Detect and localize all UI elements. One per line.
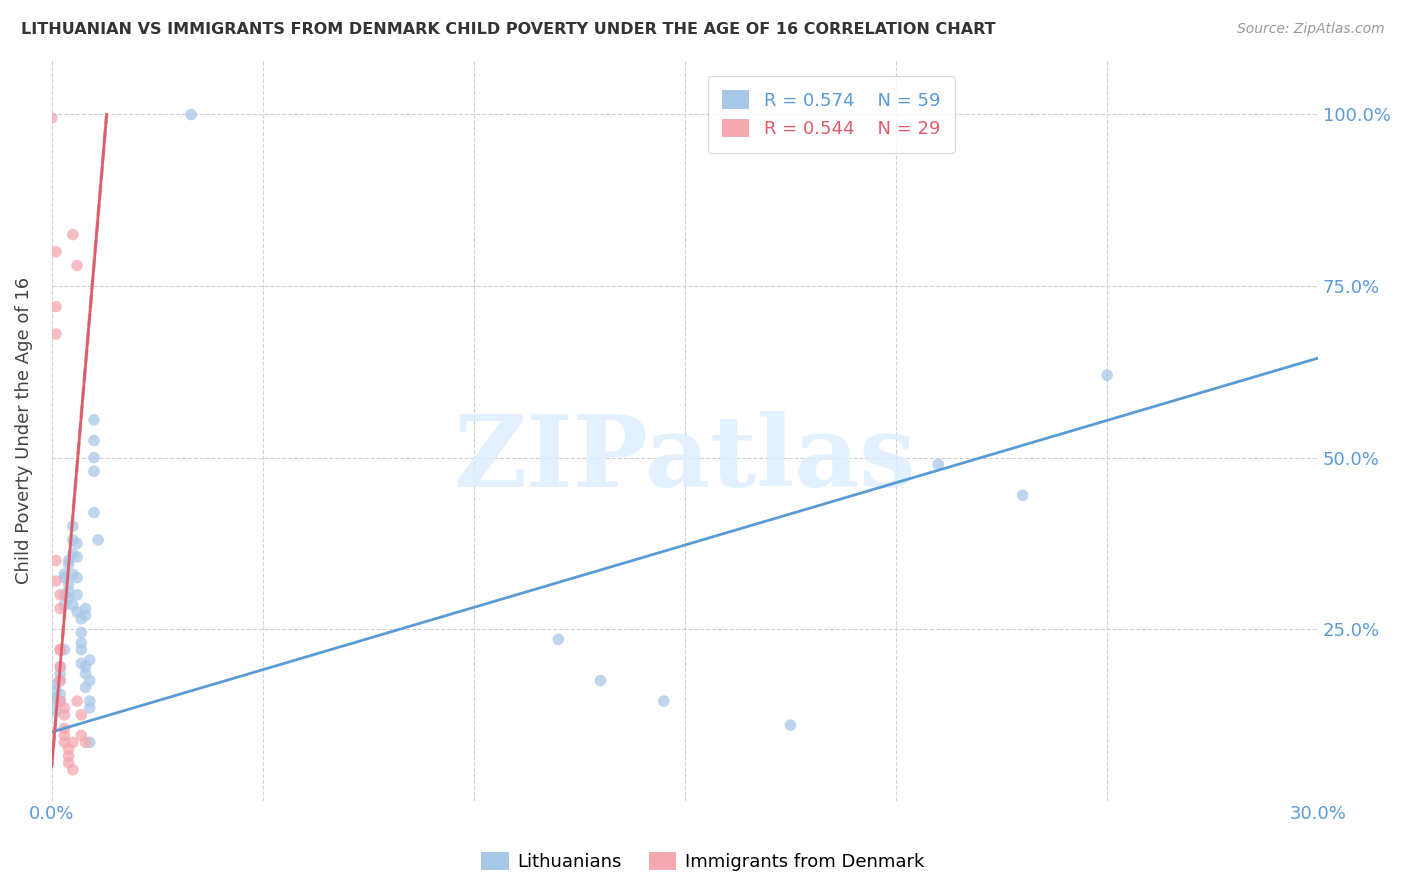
Point: [45, 677, 67, 691]
Point: [53, 728, 76, 742]
Point: [58, 742, 80, 756]
Point: [49, 694, 72, 708]
Point: [58, 591, 80, 606]
Point: [83, 413, 105, 427]
Point: [62, 547, 84, 561]
Point: [66, 694, 89, 708]
Point: [53, 735, 76, 749]
Point: [70, 657, 93, 671]
Point: [75, 735, 97, 749]
Point: [49, 642, 72, 657]
Point: [75, 666, 97, 681]
Point: [49, 642, 72, 657]
Point: [62, 519, 84, 533]
Point: [79, 701, 101, 715]
Point: [589, 673, 612, 688]
Point: [62, 567, 84, 582]
Point: [62, 598, 84, 612]
Point: [927, 458, 949, 472]
Point: [83, 434, 105, 448]
Point: [70, 625, 93, 640]
Point: [58, 749, 80, 764]
Y-axis label: Child Poverty Under the Age of 16: Child Poverty Under the Age of 16: [15, 277, 32, 583]
Point: [53, 588, 76, 602]
Point: [62, 533, 84, 547]
Point: [53, 722, 76, 736]
Point: [75, 608, 97, 623]
Point: [83, 505, 105, 519]
Point: [87, 533, 110, 547]
Point: [49, 660, 72, 674]
Point: [66, 259, 89, 273]
Point: [45, 244, 67, 259]
Point: [79, 673, 101, 688]
Point: [58, 553, 80, 567]
Point: [41, 694, 63, 708]
Point: [62, 227, 84, 242]
Point: [45, 553, 67, 567]
Point: [779, 718, 801, 732]
Point: [1011, 488, 1033, 502]
Point: [547, 632, 569, 647]
Legend: R = 0.574    N = 59, R = 0.544    N = 29: R = 0.574 N = 59, R = 0.544 N = 29: [707, 76, 955, 153]
Point: [49, 601, 72, 615]
Point: [79, 653, 101, 667]
Point: [58, 557, 80, 571]
Point: [45, 574, 67, 588]
Point: [45, 300, 67, 314]
Point: [62, 763, 84, 777]
Point: [58, 756, 80, 770]
Point: [180, 107, 202, 121]
Point: [83, 450, 105, 465]
Point: [58, 584, 80, 599]
Point: [53, 707, 76, 722]
Point: [66, 536, 89, 550]
Point: [49, 660, 72, 674]
Point: [75, 660, 97, 674]
Point: [53, 567, 76, 582]
Point: [58, 577, 80, 591]
Point: [83, 464, 105, 478]
Point: [75, 601, 97, 615]
Point: [49, 588, 72, 602]
Text: ZIPatlas: ZIPatlas: [454, 411, 917, 508]
Point: [70, 707, 93, 722]
Point: [70, 728, 93, 742]
Point: [49, 687, 72, 701]
Point: [70, 636, 93, 650]
Point: [49, 694, 72, 708]
Point: [41, 111, 63, 125]
Point: [652, 694, 675, 708]
Point: [79, 694, 101, 708]
Point: [49, 673, 72, 688]
Point: [49, 673, 72, 688]
Point: [62, 735, 84, 749]
Point: [70, 642, 93, 657]
Point: [66, 605, 89, 619]
Point: [53, 642, 76, 657]
Point: [45, 690, 67, 705]
Point: [53, 701, 76, 715]
Point: [66, 571, 89, 585]
Point: [66, 588, 89, 602]
Point: [45, 683, 67, 698]
Point: [53, 571, 76, 585]
Text: Source: ZipAtlas.com: Source: ZipAtlas.com: [1237, 22, 1385, 37]
Point: [66, 549, 89, 564]
Point: [1095, 368, 1118, 383]
Text: LITHUANIAN VS IMMIGRANTS FROM DENMARK CHILD POVERTY UNDER THE AGE OF 16 CORRELAT: LITHUANIAN VS IMMIGRANTS FROM DENMARK CH…: [21, 22, 995, 37]
Point: [70, 612, 93, 626]
Point: [79, 735, 101, 749]
Point: [45, 705, 67, 719]
Legend: Lithuanians, Immigrants from Denmark: Lithuanians, Immigrants from Denmark: [474, 845, 932, 879]
Point: [49, 666, 72, 681]
Point: [53, 598, 76, 612]
Point: [75, 681, 97, 695]
Point: [45, 326, 67, 341]
